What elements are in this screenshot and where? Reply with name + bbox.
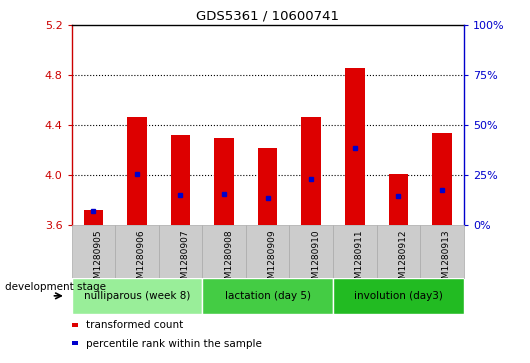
Bar <box>72 225 115 278</box>
Text: percentile rank within the sample: percentile rank within the sample <box>86 339 262 348</box>
Text: GSM1280908: GSM1280908 <box>224 229 233 290</box>
Bar <box>388 174 408 225</box>
Bar <box>202 225 246 278</box>
Bar <box>377 225 420 278</box>
Title: GDS5361 / 10600741: GDS5361 / 10600741 <box>196 10 339 23</box>
Bar <box>333 278 464 314</box>
Bar <box>289 225 333 278</box>
Bar <box>171 135 190 225</box>
Text: GSM1280907: GSM1280907 <box>181 229 190 290</box>
Text: lactation (day 5): lactation (day 5) <box>225 291 311 301</box>
Bar <box>333 225 377 278</box>
Bar <box>246 225 289 278</box>
Text: nulliparous (week 8): nulliparous (week 8) <box>84 291 190 301</box>
Bar <box>127 117 147 225</box>
Bar <box>420 225 464 278</box>
Bar <box>115 225 158 278</box>
Bar <box>302 117 321 225</box>
Bar <box>214 138 234 225</box>
Bar <box>432 133 452 225</box>
Text: involution (day3): involution (day3) <box>354 291 443 301</box>
Text: transformed count: transformed count <box>86 321 183 330</box>
Text: GSM1280913: GSM1280913 <box>442 229 451 290</box>
Text: GSM1280911: GSM1280911 <box>355 229 364 290</box>
Text: development stage: development stage <box>5 282 107 292</box>
Bar <box>258 148 278 225</box>
Text: GSM1280906: GSM1280906 <box>137 229 146 290</box>
Bar <box>202 278 333 314</box>
Bar <box>158 225 202 278</box>
Bar <box>345 68 365 225</box>
Text: GSM1280909: GSM1280909 <box>268 229 277 290</box>
Text: GSM1280905: GSM1280905 <box>93 229 102 290</box>
Text: GSM1280910: GSM1280910 <box>311 229 320 290</box>
Text: GSM1280912: GSM1280912 <box>399 229 408 290</box>
Bar <box>72 278 202 314</box>
Bar <box>84 210 103 225</box>
